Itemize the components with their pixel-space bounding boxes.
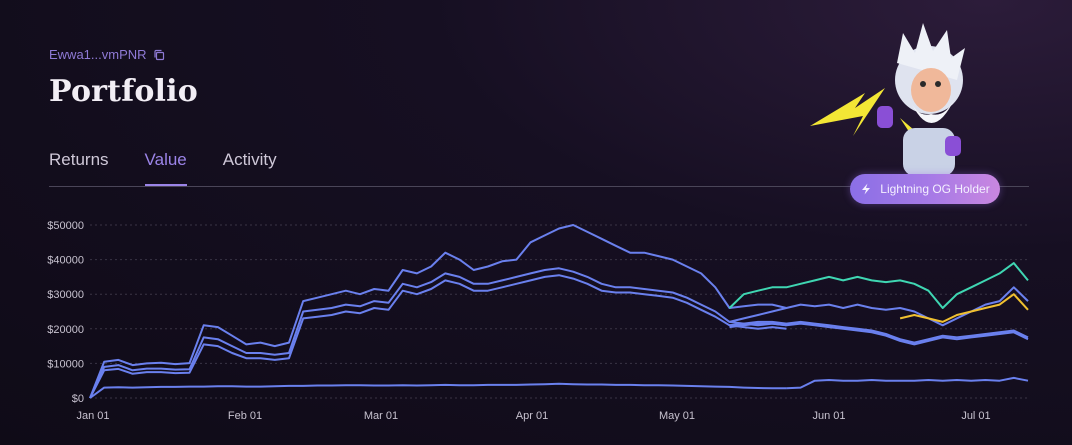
wallet-address[interactable]: Ewwa1...vmPNR bbox=[49, 47, 165, 62]
x-tick-label: Jun 01 bbox=[812, 410, 845, 422]
tab-value[interactable]: Value bbox=[144, 150, 187, 186]
series-line bbox=[728, 262, 1029, 309]
chart-grid bbox=[90, 224, 1028, 399]
series-line bbox=[89, 224, 787, 399]
series-line bbox=[89, 382, 787, 399]
achievement-badge[interactable]: Lightning OG Holder bbox=[850, 174, 1000, 204]
y-tick-label: $20000 bbox=[47, 324, 84, 336]
series-line bbox=[729, 322, 1029, 346]
lightning-icon bbox=[862, 183, 871, 195]
x-tick-label: May 01 bbox=[659, 410, 695, 422]
tab-activity[interactable]: Activity bbox=[222, 150, 277, 169]
series-line bbox=[89, 267, 787, 399]
badge-label: Lightning OG Holder bbox=[880, 182, 990, 196]
y-tick-label: $40000 bbox=[47, 255, 84, 267]
x-tick-label: Apr 01 bbox=[516, 410, 548, 422]
y-axis-ticks: $0 $10000 $20000 $30000 $40000 $50000 bbox=[47, 220, 84, 405]
series-line bbox=[899, 293, 1029, 323]
x-tick-label: Jan 01 bbox=[76, 410, 109, 422]
y-tick-label: $50000 bbox=[47, 220, 84, 232]
x-axis-ticks: Jan 01 Feb 01 Mar 01 Apr 01 May 01 Jun 01 Jul … bbox=[76, 410, 990, 422]
copy-icon[interactable] bbox=[153, 49, 165, 61]
chart-series bbox=[89, 224, 1029, 399]
series-line bbox=[786, 376, 1029, 390]
value-chart: $0 $10000 $20000 $30000 $40000 $50000 Jan 01 F… bbox=[47, 220, 1029, 422]
x-tick-label: Jul 01 bbox=[961, 410, 990, 422]
zeus-mascot-icon bbox=[810, 23, 965, 176]
tab-returns[interactable]: Returns bbox=[49, 150, 109, 169]
page-title: Portfolio bbox=[49, 74, 198, 109]
tab-bar: Returns Value Activity bbox=[49, 150, 277, 186]
x-tick-label: Feb 01 bbox=[228, 410, 262, 422]
series-line bbox=[729, 320, 1029, 344]
y-tick-label: $0 bbox=[72, 393, 84, 405]
y-tick-label: $30000 bbox=[47, 289, 84, 301]
series-line bbox=[729, 286, 1029, 327]
y-tick-label: $10000 bbox=[47, 358, 84, 370]
tabs-divider bbox=[49, 186, 1029, 187]
wallet-address-text: Ewwa1...vmPNR bbox=[49, 47, 147, 62]
x-tick-label: Mar 01 bbox=[364, 410, 398, 422]
series-line bbox=[89, 274, 787, 399]
